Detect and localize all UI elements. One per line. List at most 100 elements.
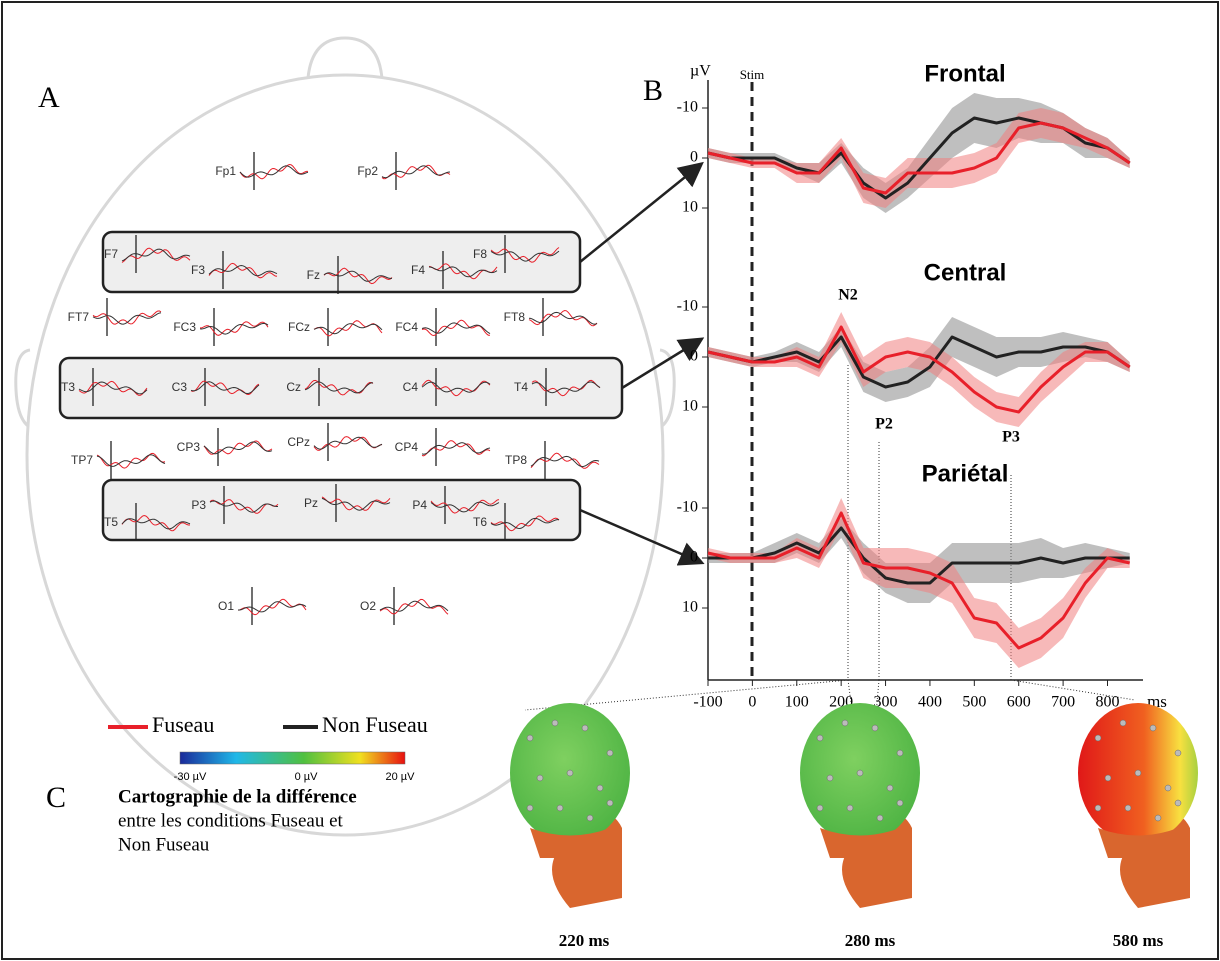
electrode-dot — [1124, 804, 1132, 812]
electrode-trace — [490, 517, 559, 530]
legend-label: Fuseau — [152, 712, 214, 737]
electrode-trace — [199, 323, 269, 335]
electrode-trace — [238, 601, 307, 613]
erp-line — [707, 511, 1131, 650]
legend-label: Non Fuseau — [322, 712, 428, 737]
electrode-label: P3 — [191, 498, 206, 512]
electrode-dot — [1134, 769, 1142, 777]
electrode-trace — [321, 496, 391, 511]
electrode-dot — [606, 799, 614, 807]
electrode-dot — [1119, 719, 1127, 727]
map-label: 580 ms — [1113, 931, 1164, 950]
map-text: entre les conditions Fuseau et — [118, 810, 344, 831]
arrows — [579, 161, 705, 566]
electrode-trace — [421, 381, 491, 393]
electrode-trace — [421, 442, 491, 455]
electrode-dot — [586, 814, 594, 822]
electrode-trace — [78, 381, 148, 395]
erp-plots: µV Stim ms N2 P2 P3 Frontal-10010Central… — [524, 60, 1167, 761]
electrode-label: FC3 — [173, 320, 196, 334]
erp-line — [707, 325, 1131, 414]
x-tick-label: 600 — [1007, 694, 1031, 711]
region-boxes — [58, 230, 624, 542]
panel-label: A — [38, 81, 60, 114]
electrode-label: O1 — [218, 599, 234, 613]
electrode-trace — [208, 264, 278, 277]
y-tick-label: 10 — [682, 398, 698, 415]
erp-line — [707, 121, 1131, 195]
electrode-trace — [200, 321, 269, 336]
electrode-trace — [321, 497, 391, 511]
colorbar-label: -30 µV — [174, 771, 207, 783]
electrode-trace — [203, 440, 273, 455]
electrode-dot — [1149, 724, 1157, 732]
electrode-trace — [490, 247, 560, 263]
electrode-dot — [526, 734, 534, 742]
electrode-label: TP7 — [71, 453, 93, 467]
chart-title: Pariétal — [922, 460, 1009, 487]
x-tick-label: 500 — [962, 694, 986, 711]
error-band — [708, 312, 1130, 427]
electrode-trace — [490, 250, 560, 262]
electrode-trace — [381, 165, 451, 179]
electrode-trace — [379, 600, 449, 612]
electrode-label: C3 — [172, 380, 188, 394]
electrode-label: C4 — [403, 380, 419, 394]
electrode-trace — [96, 454, 166, 467]
electrode-label: Pz — [304, 496, 318, 510]
peak-label: P3 — [1002, 429, 1020, 446]
y-tick-label: 10 — [682, 199, 698, 216]
electrode-trace — [121, 248, 191, 262]
map-label: 280 ms — [845, 931, 896, 950]
y-unit: µV — [690, 63, 711, 80]
electrode-label: CPz — [287, 435, 310, 449]
electrode-trace — [313, 436, 383, 450]
electrode-dot — [606, 749, 614, 757]
electrode-dot — [1094, 804, 1102, 812]
electrode-trace — [530, 452, 600, 469]
electrode-trace — [92, 312, 162, 325]
electrode-trace — [304, 381, 374, 394]
y-tick-label: -10 — [677, 499, 698, 516]
stim-label: Stim — [740, 67, 765, 82]
peak-label: P2 — [875, 416, 893, 433]
electrode-trace — [313, 323, 383, 335]
electrode-trace — [428, 266, 498, 278]
electrode-trace — [121, 514, 190, 532]
x-tick-label: 400 — [918, 694, 942, 711]
electrode-dot — [536, 774, 544, 782]
electrode-dot — [526, 804, 534, 812]
chart-title: Frontal — [924, 60, 1005, 87]
colorbar-label: 20 µV — [386, 771, 416, 783]
electrode-dot — [556, 804, 564, 812]
electrode-label: P4 — [412, 498, 427, 512]
electrode-dot — [1174, 799, 1182, 807]
y-tick-label: 0 — [690, 549, 698, 566]
electrode-dot — [841, 719, 849, 727]
electrode-dot — [826, 774, 834, 782]
electrodes: Fp1 Fp2 F7 F3 Fz F4 F8 FT7 FC3 FCz FC4 FT8 T3 C3 Cz C4 T… — [61, 152, 601, 625]
electrode-dot — [1164, 784, 1172, 792]
x-tick-label: 100 — [785, 694, 809, 711]
electrode-dot — [856, 769, 864, 777]
erp-line — [707, 335, 1131, 389]
x-tick-label: 700 — [1051, 694, 1075, 711]
x-tick-label: -100 — [693, 694, 722, 711]
electrode-dot — [886, 784, 894, 792]
electrode-label: F7 — [104, 247, 118, 261]
erp-line — [708, 526, 1130, 585]
electrode-label: F3 — [191, 263, 205, 277]
map-label: 220 ms — [559, 931, 610, 950]
electrode-label: TP8 — [505, 453, 527, 467]
electrode-dot — [876, 814, 884, 822]
electrode-trace — [239, 163, 308, 180]
panel-label: B — [643, 74, 663, 107]
x-tick-label: 300 — [874, 694, 898, 711]
electrode-label: T6 — [473, 515, 487, 529]
electrode-label: CP4 — [395, 440, 419, 454]
electrode-trace — [530, 455, 600, 468]
electrode-label: CP3 — [177, 440, 201, 454]
y-tick-label: 0 — [690, 149, 698, 166]
